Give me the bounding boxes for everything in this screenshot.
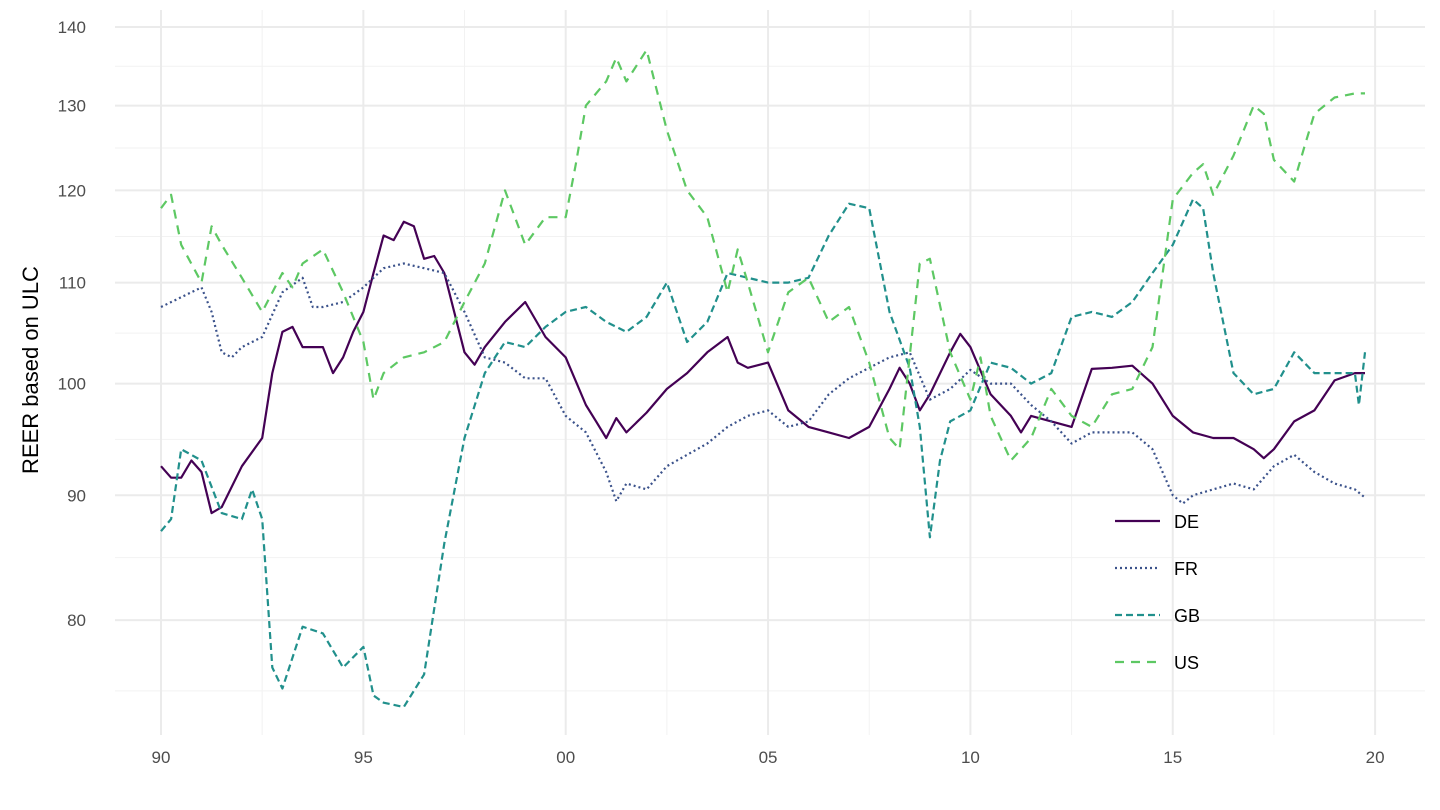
series-lines <box>160 48 1367 709</box>
x-tick-label: 00 <box>556 748 575 767</box>
series-line-de <box>160 220 1365 515</box>
y-tick-label: 110 <box>59 274 86 293</box>
x-tick-label: 20 <box>1366 748 1385 767</box>
minor-gridlines <box>115 10 1425 735</box>
y-axis-ticks: 80 90 100 110 120 130 140 <box>58 18 86 630</box>
x-tick-label: 15 <box>1163 748 1182 767</box>
y-tick-label: 130 <box>58 97 86 116</box>
y-tick-label: 140 <box>58 18 86 37</box>
x-tick-label: 95 <box>354 748 373 767</box>
y-axis-label: REER based on ULC <box>18 266 43 474</box>
series-line-us <box>160 48 1365 462</box>
x-tick-label: 90 <box>152 748 171 767</box>
y-tick-label: 80 <box>67 611 86 630</box>
y-tick-label: 120 <box>58 181 86 200</box>
x-tick-label: 05 <box>759 748 778 767</box>
legend-label-de: DE <box>1174 512 1199 532</box>
x-tick-label: 10 <box>961 748 980 767</box>
y-tick-label: 90 <box>67 486 86 505</box>
legend-label-fr: FR <box>1174 559 1198 579</box>
legend-label-us: US <box>1174 653 1199 673</box>
x-axis-ticks: 90 95 00 05 10 15 20 <box>152 748 1385 767</box>
legend-label-gb: GB <box>1174 606 1200 626</box>
series-line-gb <box>160 198 1367 709</box>
y-tick-label: 100 <box>58 375 86 394</box>
legend: DE FR GB US <box>1115 512 1200 673</box>
major-gridlines <box>115 10 1425 735</box>
